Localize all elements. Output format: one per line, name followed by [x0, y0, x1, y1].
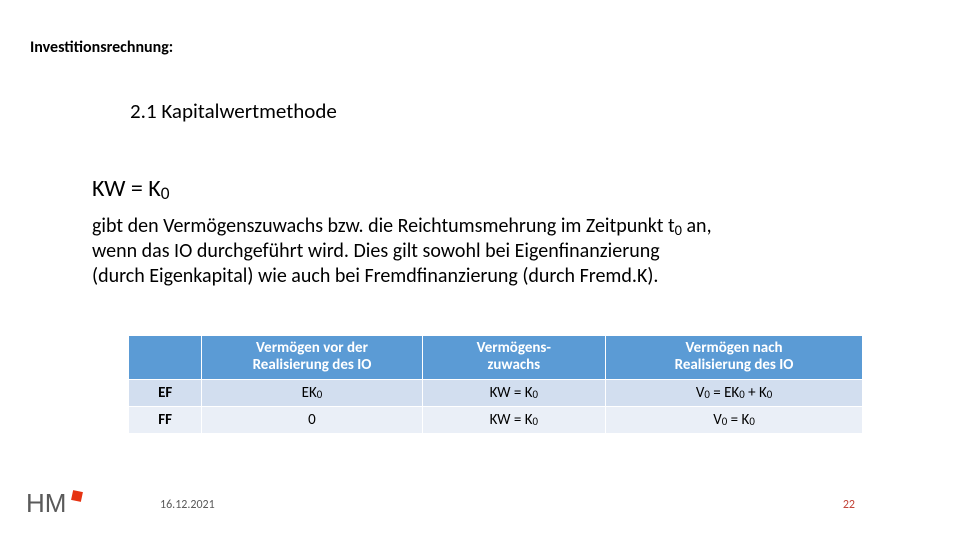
table-row: EF EK0 KW = K0 V0 = EK0 + K0 [129, 379, 863, 406]
logo-text: HM [26, 488, 66, 518]
section-title: 2.1 Kapitalwertmethode [130, 98, 337, 124]
topic-heading: Investitionsrechnung: [30, 38, 173, 57]
footer-date: 16.12.2021 [160, 498, 215, 512]
table-rowhead: FF [129, 406, 202, 433]
table-cell: KW = K0 [422, 379, 606, 406]
hm-logo: HM [26, 486, 96, 520]
table-header-cell [129, 336, 202, 380]
table-rowhead: EF [129, 379, 202, 406]
table-cell: 0 [202, 406, 422, 433]
table-cell: KW = K0 [422, 406, 606, 433]
comparison-table-container: Vermögen vor derRealisierung des IO Verm… [128, 335, 863, 434]
table-cell: EK0 [202, 379, 422, 406]
table-cell: V0 = K0 [606, 406, 863, 433]
logo-accent-icon [71, 490, 83, 502]
table-row: FF 0 KW = K0 V0 = K0 [129, 406, 863, 433]
body-paragraph: gibt den Vermögenszuwachs bzw. die Reich… [92, 214, 712, 289]
table-header-cell: Vermögen vor derRealisierung des IO [202, 336, 422, 380]
footer-page-number: 22 [843, 498, 855, 512]
table-header-cell: Vermögen nachRealisierung des IO [606, 336, 863, 380]
comparison-table: Vermögen vor derRealisierung des IO Verm… [128, 335, 863, 434]
table-header-cell: Vermögens-zuwachs [422, 336, 606, 380]
table-header-row: Vermögen vor derRealisierung des IO Verm… [129, 336, 863, 380]
formula: KW = K0 [92, 174, 169, 203]
table-cell: V0 = EK0 + K0 [606, 379, 863, 406]
